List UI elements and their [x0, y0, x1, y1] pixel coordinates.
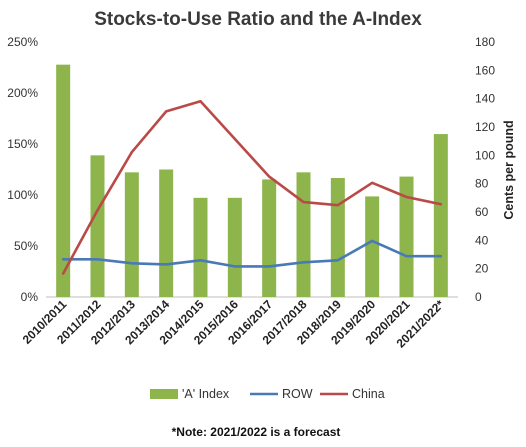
legend: 'A' Index ROW China [150, 387, 385, 401]
forecast-note: *Note: 2021/2022 is a forecast [172, 425, 341, 439]
chart-title: Stocks-to-Use Ratio and the A-Index [94, 9, 422, 30]
right-axis-ticks: 0 20 40 60 80 100 120 140 160 180 [475, 35, 495, 304]
right-tick-label: 140 [475, 92, 495, 106]
right-tick-label: 40 [475, 233, 489, 247]
bar-a-index [330, 178, 345, 297]
left-tick-label: 200% [7, 86, 38, 100]
legend-swatch-a-index [150, 389, 178, 399]
line-series [61, 99, 443, 275]
legend-label: China [352, 387, 385, 401]
left-tick-label: 150% [7, 137, 38, 151]
right-axis-label: Cents per pound [502, 120, 516, 219]
left-tick-label: 0% [21, 290, 39, 304]
right-tick-label: 0 [475, 290, 482, 304]
legend-label: 'A' Index [182, 387, 230, 401]
x-axis-ticks: 2010/20112011/20122012/20132013/20142014… [20, 297, 447, 351]
bar-a-index [399, 176, 414, 297]
right-tick-label: 100 [475, 148, 495, 162]
bar-a-index [124, 172, 139, 297]
right-tick-label: 120 [475, 120, 495, 134]
left-axis-ticks: 0% 50% 100% 150% 200% 250% [7, 35, 38, 304]
bar-a-index [296, 172, 311, 297]
bar-a-index [56, 64, 71, 298]
bar-a-index [227, 197, 242, 297]
right-tick-label: 20 [475, 262, 489, 276]
right-tick-label: 60 [475, 205, 489, 219]
line-china [61, 99, 443, 275]
line-row [61, 239, 443, 268]
right-tick-label: 80 [475, 177, 489, 191]
left-tick-label: 250% [7, 35, 38, 49]
bar-a-index [262, 179, 277, 297]
legend-label: ROW [282, 387, 313, 401]
left-tick-label: 50% [14, 239, 38, 253]
bar-a-index [159, 169, 174, 297]
left-tick-label: 100% [7, 188, 38, 202]
bar-a-index [433, 134, 448, 297]
right-tick-label: 180 [475, 35, 495, 49]
bar-a-index [90, 155, 105, 297]
bar-a-index [365, 196, 380, 297]
bar-a-index [193, 197, 208, 297]
right-tick-label: 160 [475, 63, 495, 77]
